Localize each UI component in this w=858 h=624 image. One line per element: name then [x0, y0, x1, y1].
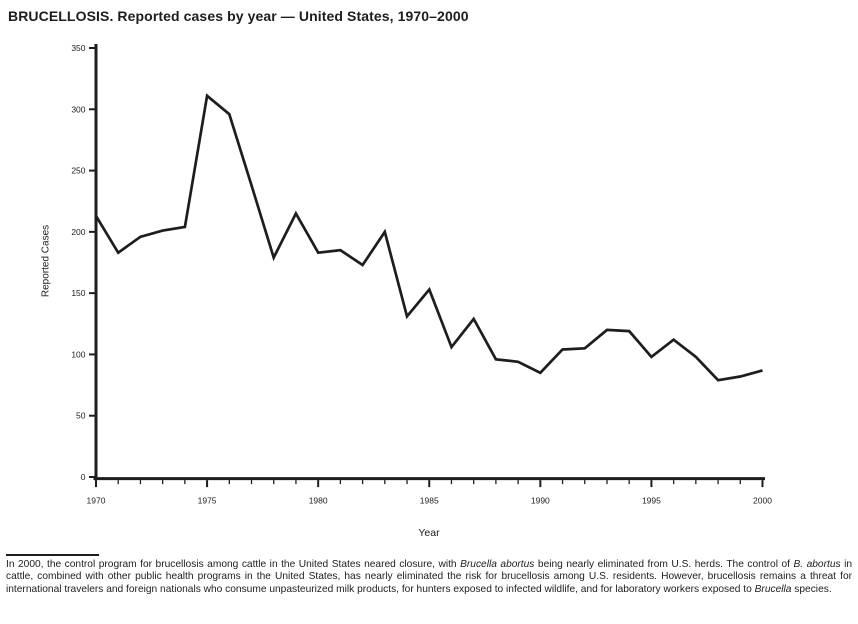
x-tick-label: 1975	[198, 496, 217, 506]
x-tick-label: 1980	[309, 496, 328, 506]
footnote-text: In 2000, the control program for brucell…	[6, 559, 852, 596]
y-tick-label: 300	[71, 104, 85, 114]
y-tick-label: 0	[81, 472, 86, 482]
footnote-text-run: in cattle, combined with other public he…	[6, 559, 853, 595]
footnote-italic-term: Brucella abortus	[460, 559, 535, 570]
x-tick-label: 1990	[531, 496, 550, 506]
x-tick-label: 1985	[420, 496, 439, 506]
x-tick-label: 2000	[753, 496, 772, 506]
y-tick-label: 200	[71, 227, 85, 237]
y-tick-label: 350	[71, 43, 85, 53]
footnote-rule	[6, 554, 99, 556]
x-tick-label: 1970	[87, 496, 106, 506]
footnote-text-run: being nearly eliminated from U.S. herds.…	[534, 559, 794, 570]
figure-title: BRUCELLOSIS. Reported cases by year — Un…	[8, 8, 469, 24]
footnote-italic-term: Brucella	[754, 583, 792, 595]
y-tick-label: 150	[71, 288, 85, 298]
brucellosis-line-chart: 0 50 100 150 200 250 300 350 1970 1975 1980 1985 199…	[71, 43, 772, 506]
footnote-text-run: In 2000, the control program for brucell…	[6, 559, 461, 570]
y-tick-label: 100	[71, 349, 85, 359]
y-tick-label: 250	[71, 166, 85, 176]
reported-cases-line	[94, 93, 763, 382]
y-axis-title: Reported Cases	[40, 224, 52, 298]
footnote-text-run: species.	[791, 583, 832, 595]
footnote-italic-term: B. abortus	[793, 559, 841, 570]
y-tick-label: 50	[76, 411, 86, 421]
x-tick-label: 1995	[642, 496, 661, 506]
x-axis-title: Year	[418, 527, 440, 539]
